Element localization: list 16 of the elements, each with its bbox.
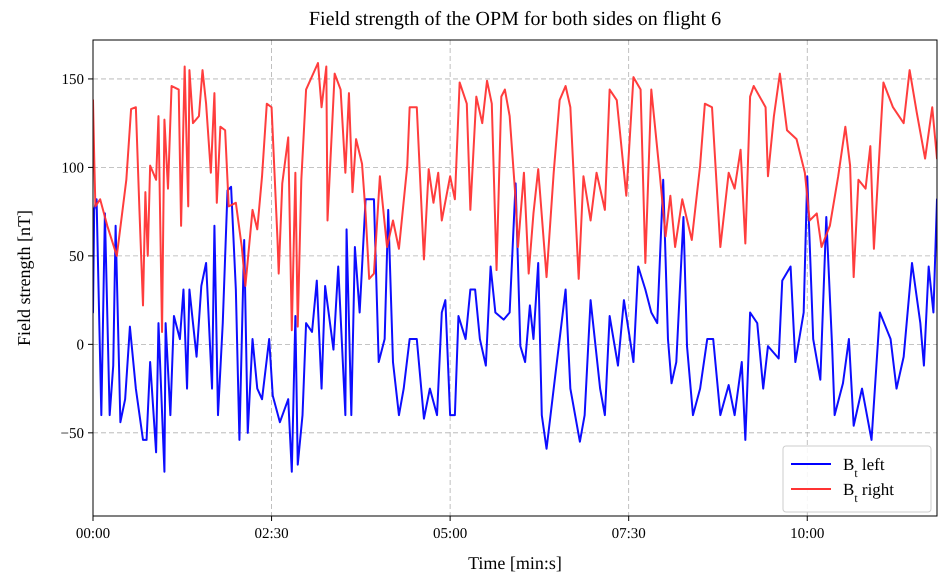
y-tick-label: 150 xyxy=(62,72,84,88)
chart-title: Field strength of the OPM for both sides on flight 6 xyxy=(308,8,722,30)
line-series xyxy=(93,62,937,333)
y-axis-title: Field strength [nT] xyxy=(14,210,34,346)
y-tick-label: 0 xyxy=(76,337,84,354)
legend-label: B$_{t}$ left xyxy=(843,455,885,480)
x-tick-label: 00:00 xyxy=(76,526,110,542)
legend-label: B$_{t}$ right xyxy=(843,480,894,505)
x-tick-label: 05:00 xyxy=(433,526,468,542)
x-tick-label: 10:00 xyxy=(790,526,824,542)
y-tick-label: 100 xyxy=(62,160,84,176)
x-tick-label: 07:30 xyxy=(612,526,646,542)
x-tick-label: 02:30 xyxy=(254,526,289,542)
y-tick-label: −50 xyxy=(60,426,84,442)
x-axis-title: Time [min:s] xyxy=(468,553,562,573)
y-tick-label: 50 xyxy=(69,248,84,265)
